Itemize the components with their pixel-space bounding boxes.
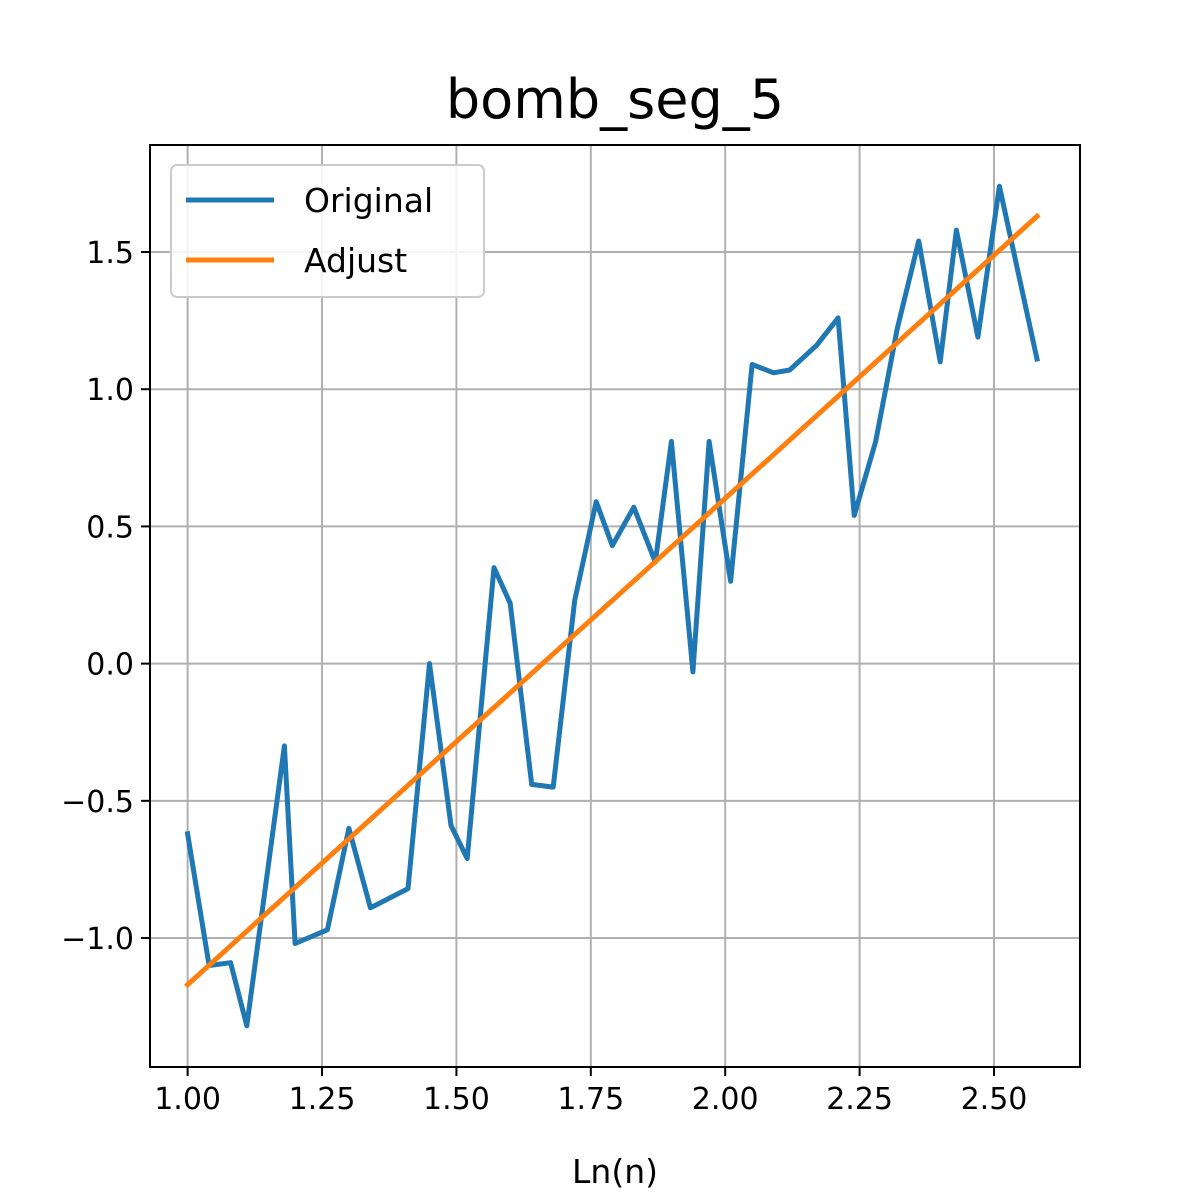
- x-tick-label: 1.75: [557, 1082, 624, 1117]
- x-tick-label: 2.00: [692, 1082, 759, 1117]
- x-tick-label: 1.00: [154, 1082, 221, 1117]
- legend-label-adjust: Adjust: [304, 241, 407, 280]
- y-tick-label: 1.0: [86, 373, 134, 408]
- series-layer: [184, 183, 1041, 1029]
- y-tick-label: 0.0: [86, 648, 134, 683]
- ticks: 1.00 1.25 1.50 1.75 2.00 2.25 2.50 −1.0 −0.5 0.0 0…: [61, 236, 1027, 1117]
- x-tick-label: 2.25: [826, 1082, 893, 1117]
- y-tick-label: 1.5: [86, 236, 134, 271]
- x-axis-label: Ln(n): [572, 1152, 658, 1191]
- series-line-adjust: [184, 212, 1041, 989]
- x-tick-label: 1.25: [289, 1082, 356, 1117]
- plot-frame: [149, 144, 1081, 1068]
- y-tick-label: −1.0: [61, 922, 134, 957]
- y-tick-label: 0.5: [86, 510, 134, 545]
- x-tick-label: 2.50: [961, 1082, 1028, 1117]
- x-tick-label: 1.50: [423, 1082, 490, 1117]
- legend: Original Adjust: [170, 164, 485, 298]
- chart-title: bomb_seg_5: [446, 68, 784, 131]
- legend-label-original: Original: [304, 181, 433, 220]
- y-tick-label: −0.5: [61, 785, 134, 820]
